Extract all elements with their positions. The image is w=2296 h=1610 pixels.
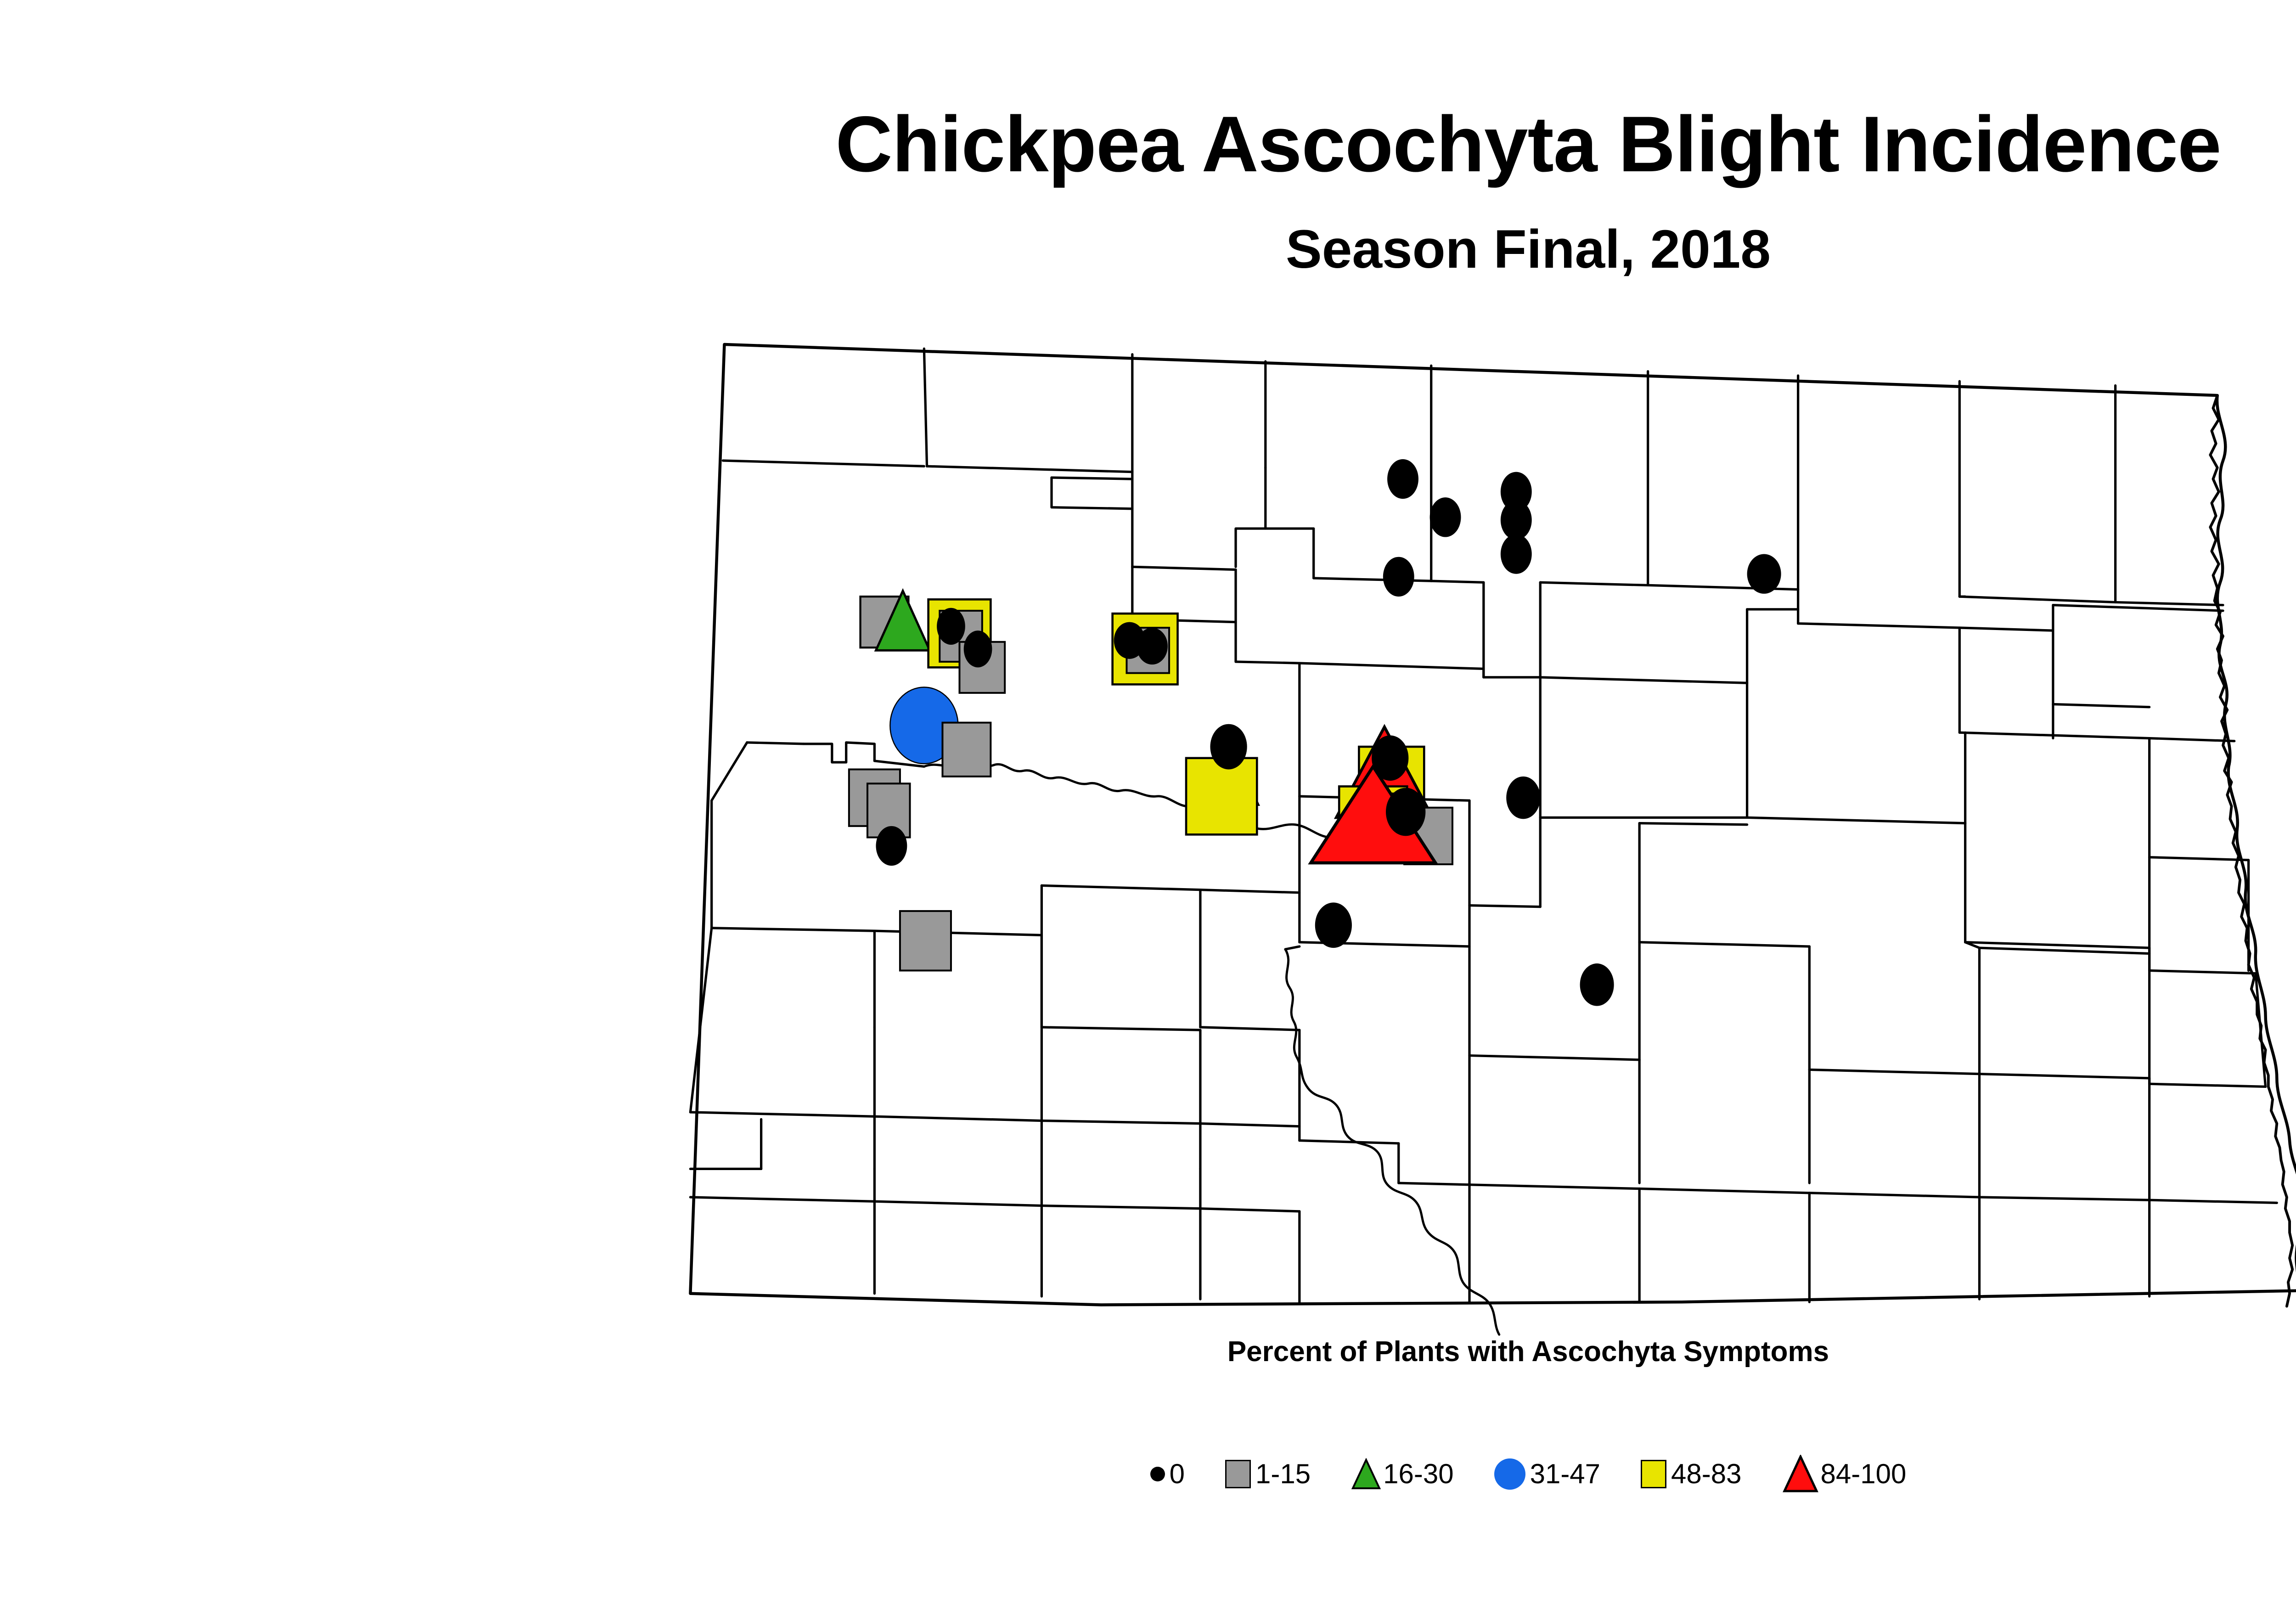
legend-label-1-15: 1-15 — [1255, 1458, 1311, 1489]
marker-square-low — [941, 721, 992, 777]
legend-item-0[interactable]: 0 — [1150, 1442, 1185, 1506]
county-boundaries — [689, 343, 2296, 1336]
marker-triangle-mid-low — [874, 588, 932, 652]
marker-dot-zero — [1386, 788, 1426, 836]
legend-label-48-83: 48-83 — [1671, 1458, 1742, 1489]
legend-item-1-15[interactable]: 1-15 — [1225, 1442, 1311, 1506]
marker-square-low — [899, 910, 952, 972]
legend-label-0: 0 — [1169, 1458, 1185, 1489]
legend-item-31-47[interactable]: 31-47 — [1494, 1442, 1600, 1506]
marker-dot-zero — [1500, 500, 1532, 540]
page-subtitle: Season Final, 2018 — [1286, 219, 1771, 280]
legend-label-84-100: 84-100 — [1820, 1458, 1907, 1489]
legend-label-16-30: 16-30 — [1383, 1458, 1454, 1489]
blue-circle-icon — [1494, 1458, 1525, 1490]
north-dakota-map — [634, 317, 2296, 1341]
marker-square-high — [1185, 757, 1258, 836]
marker-dot-zero — [937, 608, 965, 645]
legend-gap — [1311, 1474, 1351, 1475]
black-dot-icon — [1150, 1467, 1165, 1481]
red-river-border — [2209, 394, 2294, 1308]
marker-dot-zero — [1500, 472, 1532, 512]
marker-dot-zero — [1506, 776, 1541, 819]
marker-dot-zero — [1747, 554, 1781, 594]
marker-dot-zero — [1383, 557, 1414, 597]
missouri-river — [1284, 948, 1501, 1336]
green-triangle-icon — [1351, 1458, 1381, 1490]
marker-dot-zero — [1210, 724, 1247, 770]
legend-gap — [1454, 1474, 1494, 1475]
marker-dot-zero — [1580, 963, 1614, 1006]
marker-dot-zero — [1387, 459, 1418, 499]
marker-dot-zero — [1137, 627, 1168, 665]
red-triangle-icon — [1782, 1454, 1819, 1493]
state-outline — [689, 343, 2296, 1306]
legend-label-31-47: 31-47 — [1530, 1458, 1601, 1489]
lake-sakakawea — [923, 760, 1400, 853]
value-axis-label: Percent of Plants with Ascochyta Symptom… — [1227, 1336, 1829, 1368]
map-svg — [689, 343, 2296, 1336]
data-markers — [848, 459, 1781, 1006]
marker-dot-zero — [1500, 534, 1532, 574]
yellow-square-icon — [1641, 1460, 1667, 1488]
legend-item-16-30[interactable]: 16-30 — [1351, 1442, 1454, 1506]
marker-dot-zero — [1315, 902, 1352, 948]
legend-gap — [1742, 1474, 1782, 1475]
legend-item-84-100[interactable]: 84-100 — [1782, 1442, 1907, 1506]
legend: 0 1-15 16-30 31-47 48-83 — [0, 1442, 2296, 1506]
marker-dot-zero — [963, 630, 992, 668]
marker-dot-zero — [1429, 497, 1461, 537]
page-title: Chickpea Ascochyta Blight Incidence — [835, 100, 2221, 188]
marker-dot-zero — [1372, 735, 1409, 781]
legend-item-48-83[interactable]: 48-83 — [1641, 1442, 1742, 1506]
marker-dot-zero — [876, 826, 907, 866]
legend-gap — [1600, 1474, 1641, 1475]
gray-square-icon — [1225, 1460, 1251, 1488]
legend-gap — [1185, 1474, 1225, 1475]
